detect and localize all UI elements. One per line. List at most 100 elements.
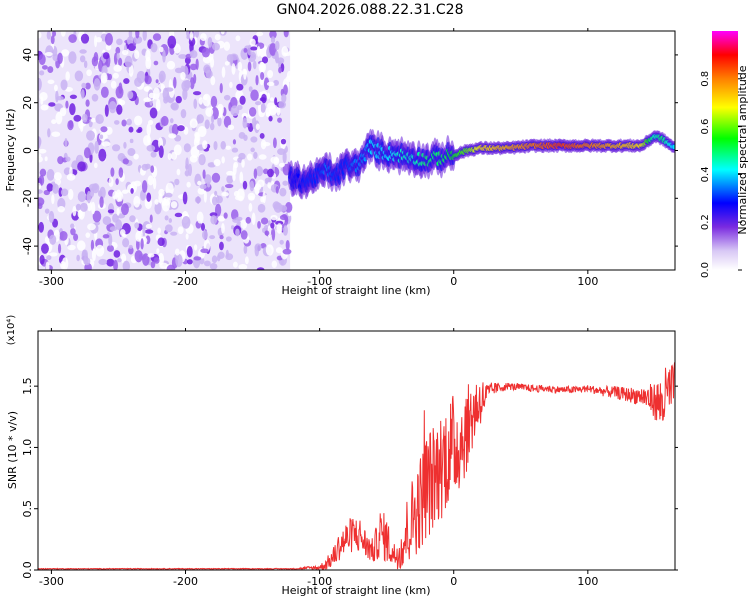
noise-blob <box>118 57 123 67</box>
noise-blob <box>211 115 215 124</box>
noise-blob <box>211 42 221 51</box>
noise-blob <box>117 153 126 162</box>
noise-blob <box>250 89 259 101</box>
noise-blob <box>246 153 253 161</box>
noise-blob <box>150 43 158 53</box>
noise-blob <box>134 115 143 126</box>
noise-blob <box>51 131 61 137</box>
noise-blob <box>134 250 143 263</box>
noise-blob <box>194 132 201 144</box>
noise-blob <box>245 216 252 224</box>
noise-blob <box>220 141 226 150</box>
noise-blob <box>86 69 93 77</box>
noise-blob <box>81 113 88 123</box>
noise-blob <box>175 253 183 267</box>
noise-blob <box>45 45 54 58</box>
noise-blob <box>100 86 109 98</box>
noise-blob <box>235 216 243 221</box>
noise-blob <box>88 183 98 191</box>
noise-blob <box>173 76 177 89</box>
noise-blob <box>69 94 78 99</box>
noise-blob <box>243 134 248 141</box>
noise-blob <box>93 78 101 91</box>
noise-blob <box>174 67 183 74</box>
noise-blob <box>113 64 122 72</box>
noise-blob <box>180 71 186 81</box>
noise-blob <box>269 97 274 102</box>
noise-blob <box>159 46 164 53</box>
noise-blob <box>108 177 114 188</box>
noise-blob <box>65 71 70 81</box>
noise-blob <box>153 257 160 264</box>
noise-blob <box>189 50 198 59</box>
noise-blob <box>202 169 206 180</box>
noise-blob <box>239 95 246 105</box>
x-tick-label: -200 <box>173 575 198 588</box>
noise-blob <box>52 183 59 194</box>
noise-blob <box>50 35 55 45</box>
noise-blob <box>183 126 189 135</box>
noise-blob <box>64 138 68 148</box>
y-tick-label: -40 <box>21 237 34 255</box>
noise-blob <box>174 212 183 218</box>
spectrogram-marks <box>38 31 675 270</box>
noise-blob <box>135 230 142 242</box>
noise-blob <box>46 255 52 261</box>
noise-blob <box>274 50 279 63</box>
noise-blob <box>70 223 75 229</box>
noise-blob <box>157 237 165 247</box>
noise-blob <box>118 167 124 178</box>
noise-blob <box>260 217 269 225</box>
noise-blob <box>283 84 288 96</box>
noise-blob <box>46 183 54 192</box>
noise-blob <box>230 225 235 230</box>
noise-blob <box>81 249 87 262</box>
noise-blob <box>183 143 191 153</box>
noise-blob <box>106 244 115 252</box>
noise-blob <box>173 43 181 54</box>
noise-blob <box>112 72 119 79</box>
noise-blob <box>60 188 69 197</box>
noise-blob <box>213 140 218 151</box>
noise-blob <box>211 255 218 264</box>
noise-blob <box>232 261 238 268</box>
noise-blob <box>213 158 221 167</box>
noise-blob <box>181 215 191 229</box>
x-tick-label: 0 <box>450 575 457 588</box>
noise-blob <box>100 72 108 84</box>
noise-blob <box>225 236 232 242</box>
snr-marks <box>38 362 675 570</box>
noise-blob <box>220 31 225 35</box>
noise-blob <box>249 180 255 192</box>
noise-blob <box>93 35 98 48</box>
noise-blob <box>280 138 287 145</box>
noise-blob <box>193 244 198 251</box>
noise-blob <box>155 98 161 112</box>
noise-blob <box>107 209 115 214</box>
noise-blob <box>219 82 223 94</box>
noise-blob <box>217 215 226 222</box>
noise-blob <box>115 178 119 185</box>
noise-blob <box>104 104 109 117</box>
noise-blob <box>174 178 180 186</box>
noise-blob <box>57 156 64 165</box>
noise-blob <box>223 94 231 101</box>
noise-blob <box>153 60 159 66</box>
noise-blob <box>251 212 256 225</box>
noise-blob <box>137 126 143 133</box>
noise-blob <box>150 261 156 269</box>
noise-blob <box>166 60 176 70</box>
noise-blob <box>266 81 275 87</box>
noise-blob <box>166 264 176 270</box>
y-tick-label: 1.0 <box>21 439 34 457</box>
snr-y-label: SNR (10 * v/v) <box>6 411 19 489</box>
noise-blob <box>126 35 135 46</box>
noise-blob <box>112 190 118 200</box>
noise-blob <box>221 192 229 197</box>
noise-blob <box>146 144 156 152</box>
noise-blob <box>167 153 172 161</box>
noise-blob <box>274 97 278 106</box>
noise-blob <box>69 103 76 116</box>
noise-blob <box>229 81 233 88</box>
noise-blob <box>267 220 271 227</box>
